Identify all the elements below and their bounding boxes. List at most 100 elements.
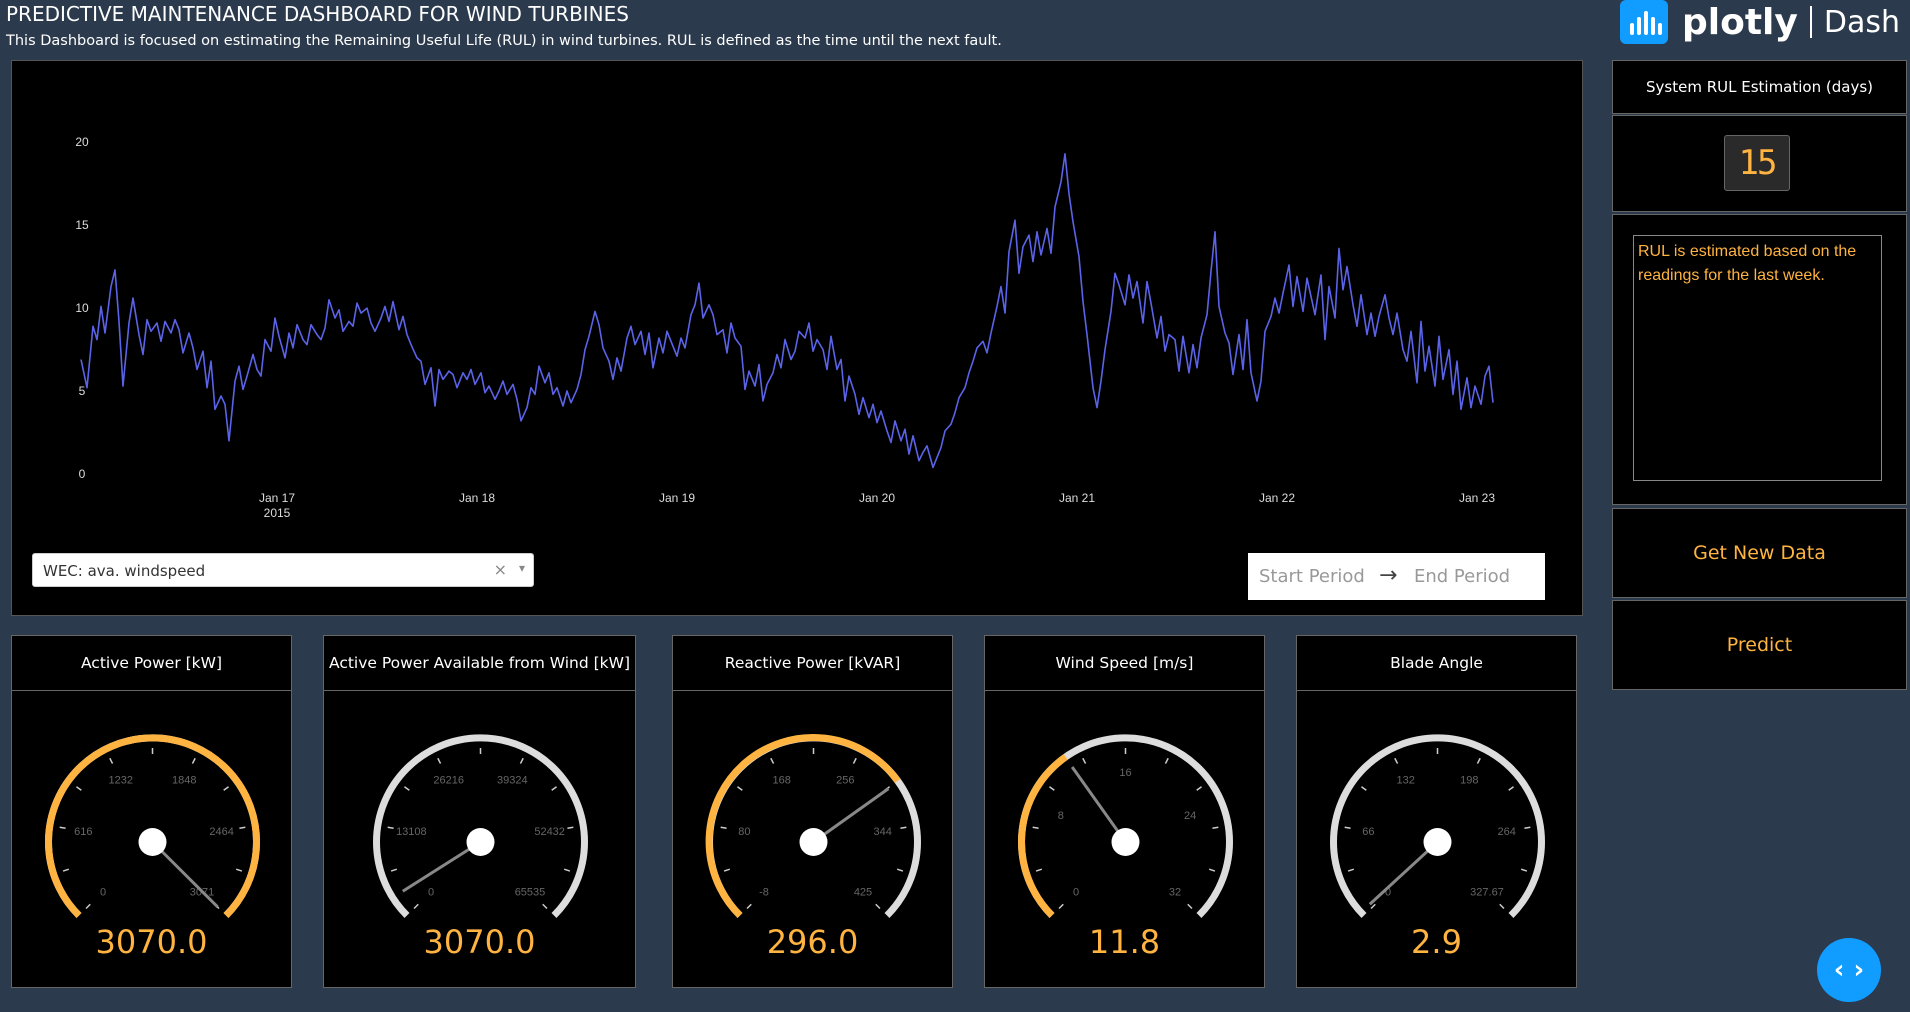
gauge-dial: 06161232184824643071 (45, 734, 260, 918)
rul-display-panel: 15 (1612, 115, 1907, 212)
gauge-tick-label: 39324 (497, 775, 528, 787)
x-tick-label: Jan 17 (259, 491, 295, 505)
gauge-tick (59, 826, 66, 829)
gauge-hub (466, 828, 495, 856)
gauge-tick-label: 0 (1073, 886, 1079, 898)
code-toggle-button[interactable]: ‹ › (1817, 938, 1881, 1002)
start-period-input[interactable]: Start Period (1259, 566, 1365, 587)
predict-button[interactable]: Predict (1612, 600, 1907, 690)
gauge-tick (390, 868, 398, 872)
plotly-logo-icon (1620, 0, 1668, 44)
gauge-dial: 0 13108 26216 39324 52432 65535 (373, 734, 588, 918)
gauge-tick (551, 786, 557, 791)
gauge-tick (1082, 757, 1087, 764)
gauge-dial: 0 8 16 24 32 (1018, 734, 1233, 918)
gauge-tick (235, 868, 243, 872)
get-new-data-label: Get New Data (1693, 542, 1826, 564)
chevron-down-icon[interactable]: ▾ (518, 561, 525, 575)
gauge-tick-label: -8 (759, 886, 769, 898)
x-tick-label: Jan 19 (659, 491, 695, 505)
page-title: PREDICTIVE MAINTENANCE DASHBOARD FOR WIN… (6, 2, 629, 26)
get-new-data-button[interactable]: Get New Data (1612, 508, 1907, 598)
gauge-tick (1520, 868, 1528, 872)
logo-dash-text: Dash (1823, 4, 1900, 40)
gauge-card: Active Power Available from Wind [kW] 0 13… (323, 635, 636, 988)
gauge-tick (85, 903, 91, 909)
gauge-tick-label: 0 (1385, 886, 1391, 898)
gauge-tick (542, 903, 548, 909)
gauge-tick-label: 26216 (433, 775, 464, 787)
arrow-right-icon: → (1379, 563, 1398, 588)
gauge-track (1330, 734, 1545, 918)
gauge-tick (1370, 903, 1376, 909)
gauge-tick-label: 0 (428, 886, 434, 898)
series-line[interactable] (80, 153, 1494, 469)
gauge-tick-label: 168 (773, 775, 791, 787)
gauge-value: 11.8 (1088, 923, 1161, 961)
end-period-input[interactable]: End Period (1414, 566, 1511, 587)
gauge-tick (1499, 903, 1505, 909)
gauge-hub (138, 828, 167, 856)
timeseries-chart-panel: 0 5 10 15 20 Jan 17 2015 Jan 18 Jan 19 Jan 20 Jan … (11, 60, 1583, 616)
gauge-tick-label: 32 (1169, 886, 1181, 898)
signal-dropdown-value: WEC: ava. windspeed (43, 562, 206, 580)
gauge-tick (737, 786, 743, 791)
gauge-fill (1018, 754, 1068, 918)
gauge-dial: -8 80 168 256 344 425 (705, 734, 921, 918)
gauge-tick (1344, 826, 1351, 829)
gauge-value: 3070.0 (423, 923, 536, 961)
gauge-needle (151, 840, 219, 909)
gauge-tick-label: 327.67 (1470, 886, 1504, 898)
gauge-tick-label: 16 (1119, 767, 1131, 779)
gauge-tick (1524, 826, 1531, 829)
rul-led-display: 15 (1724, 135, 1790, 191)
gauge-tick-label: 344 (873, 826, 891, 838)
date-range-picker[interactable]: Start Period → End Period (1248, 553, 1545, 600)
gauge-tick-label: 13108 (396, 826, 427, 838)
gauge-tick-label: 2464 (209, 826, 233, 838)
page-subtitle: This Dashboard is focused on estimating … (6, 33, 1002, 49)
rul-note-textarea[interactable]: RUL is estimated based on the readings f… (1633, 235, 1882, 481)
gauge-fill (705, 734, 901, 918)
gauge-tick-label: 198 (1460, 775, 1478, 787)
y-tick-label: 10 (75, 301, 89, 315)
gauge-title: Reactive Power [kVAR] (673, 636, 952, 691)
gauge-tick (1394, 757, 1399, 764)
gauge-tick (413, 903, 419, 909)
gauge-tick (1347, 868, 1355, 872)
gauge-tick (770, 757, 775, 764)
gauge-card: Blade Angle 0 66 132 198 264 327.67 2.9 (1296, 635, 1577, 988)
x-tick-label: Jan 20 (859, 491, 895, 505)
gauge-tick-label: 1848 (172, 775, 196, 787)
gauge-tick (852, 757, 857, 764)
gauge-track (373, 734, 588, 918)
clear-icon[interactable]: × (493, 560, 507, 579)
x-tick-label: Jan 18 (459, 491, 495, 505)
gauge-title: Blade Angle (1297, 636, 1576, 691)
plotly-dash-logo[interactable]: plotly Dash (1620, 0, 1910, 44)
y-tick-label: 20 (75, 135, 89, 149)
gauge-tick (109, 757, 114, 764)
gauge-tick (1187, 903, 1193, 909)
code-toggle-icon: ‹ › (1833, 955, 1865, 985)
signal-dropdown[interactable]: WEC: ava. windspeed × ▾ (32, 553, 534, 587)
gauge-title: Active Power Available from Wind [kW] (324, 636, 635, 691)
gauge-tick (567, 826, 574, 829)
gauge-hub (1111, 828, 1140, 856)
gauge-tick-label: 8 (1058, 810, 1064, 822)
gauge-tick (1208, 868, 1216, 872)
y-tick-label: 15 (75, 218, 89, 232)
gauge-value: 296.0 (766, 923, 859, 961)
rul-note-panel: RUL is estimated based on the readings f… (1612, 214, 1907, 505)
gauge-card: Active Power [kW]06161232184824643071307… (11, 635, 292, 988)
gauge-tick (1032, 826, 1039, 829)
logo-text: plotly (1682, 1, 1798, 43)
y-tick-label: 5 (79, 384, 86, 398)
gauge-hub (1423, 828, 1452, 856)
gauge-needle (1368, 840, 1439, 906)
gauge-tick (896, 868, 904, 872)
gauge-tick (1212, 826, 1219, 829)
rul-title: System RUL Estimation (days) (1612, 60, 1907, 114)
gauge-tick (1035, 868, 1043, 872)
